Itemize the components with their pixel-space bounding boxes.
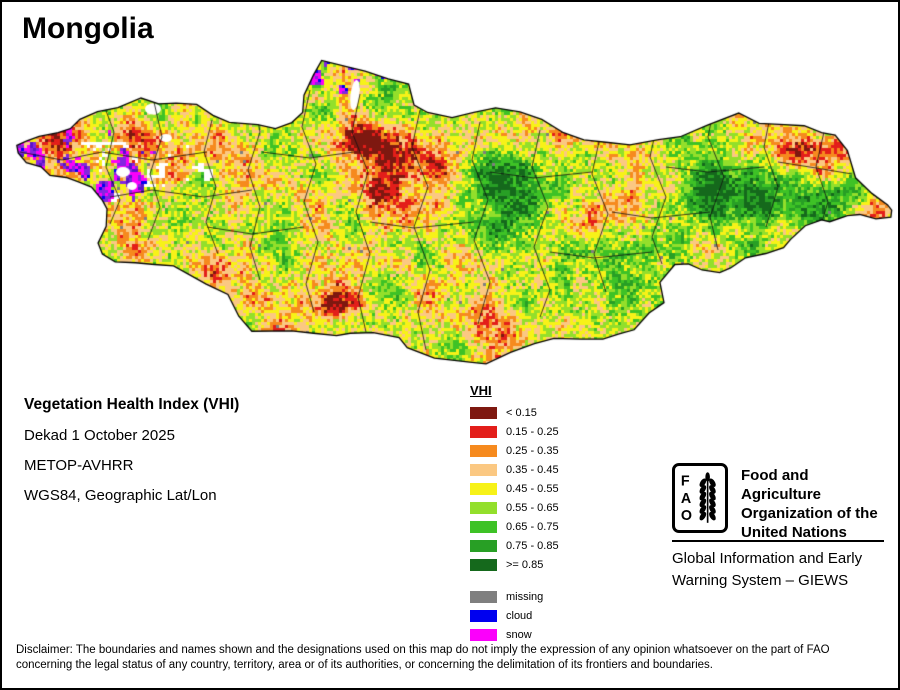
legend-label: 0.65 - 0.75 — [506, 520, 559, 533]
legend-label: missing — [506, 590, 544, 603]
legend-row: >= 0.85 — [470, 555, 559, 574]
fao-org-name: Food and Agriculture Organization of the… — [741, 466, 890, 542]
mongolia-vhi-raster-map — [2, 2, 898, 402]
disclaimer-line: concerning the legal status of any count… — [16, 659, 713, 671]
legend-row: 0.35 - 0.45 — [470, 460, 559, 479]
legend-swatch — [470, 628, 497, 641]
legend-label: cloud — [506, 609, 533, 622]
fao-logo: F A O — [672, 463, 728, 533]
legend-swatch — [470, 590, 497, 603]
fao-letter-f: F — [681, 474, 690, 490]
legend-swatch — [470, 425, 497, 438]
legend-swatch — [470, 463, 497, 476]
legend-class-list: < 0.15 0.15 - 0.25 0.25 - 0.35 0.35 - 0.45 0… — [470, 403, 559, 574]
fao-divider — [672, 540, 884, 542]
legend-row: missing — [470, 587, 559, 606]
fao-letter-o: O — [681, 508, 692, 524]
map-info-block: Vegetation Health Index (VHI) Dekad 1 Oc… — [24, 396, 239, 517]
legend: VHI < 0.15 0.15 - 0.25 0.25 - 0.35 0.35 - 0… — [470, 383, 559, 644]
fao-org-line: Food and Agriculture — [741, 467, 822, 503]
giews-line: Warning System – GIEWS — [672, 572, 849, 589]
fao-wheat-icon: F A O — [681, 472, 716, 524]
vhi-heading: Vegetation Health Index (VHI) — [24, 396, 240, 413]
legend-swatch — [470, 482, 497, 495]
legend-label: 0.55 - 0.65 — [506, 501, 559, 514]
legend-row: < 0.15 — [470, 403, 559, 422]
legend-swatch — [470, 539, 497, 552]
sensor-label: METOP-AVHRR — [24, 457, 134, 474]
legend-title: VHI — [470, 383, 492, 398]
legend-swatch — [470, 444, 497, 457]
legend-label: snow — [506, 628, 532, 641]
fao-org-line: United Nations — [741, 524, 847, 541]
legend-swatch — [470, 501, 497, 514]
legend-swatch — [470, 520, 497, 533]
legend-swatch — [470, 406, 497, 419]
legend-row: 0.55 - 0.65 — [470, 498, 559, 517]
legend-label: 0.15 - 0.25 — [506, 425, 559, 438]
legend-label: 0.75 - 0.85 — [506, 539, 559, 552]
legend-label: >= 0.85 — [506, 558, 544, 571]
legend-row: 0.25 - 0.35 — [470, 441, 559, 460]
fao-letter-a: A — [681, 491, 691, 507]
page-title: Mongolia — [22, 12, 154, 45]
disclaimer-line: Disclaimer: The boundaries and names sho… — [16, 644, 830, 656]
legend-label: 0.35 - 0.45 — [506, 463, 559, 476]
dekad-label: Dekad 1 October 2025 — [24, 427, 175, 444]
legend-label: 0.45 - 0.55 — [506, 482, 559, 495]
fao-org-line: Organization of the — [741, 505, 878, 522]
legend-row: cloud — [470, 606, 559, 625]
legend-row: 0.45 - 0.55 — [470, 479, 559, 498]
projection-label: WGS84, Geographic Lat/Lon — [24, 487, 217, 504]
legend-label: 0.25 - 0.35 — [506, 444, 559, 457]
legend-row: 0.15 - 0.25 — [470, 422, 559, 441]
legend-swatch — [470, 609, 497, 622]
legend-row: snow — [470, 625, 559, 644]
giews-line: Global Information and Early — [672, 550, 863, 567]
legend-row: 0.75 - 0.85 — [470, 536, 559, 555]
disclaimer: Disclaimer: The boundaries and names sho… — [16, 643, 882, 673]
wheat-ear — [699, 472, 716, 523]
giews-label: Global Information and Early Warning Sys… — [672, 548, 862, 592]
legend-swatch — [470, 558, 497, 571]
legend-row: 0.65 - 0.75 — [470, 517, 559, 536]
legend-extra-list: missing cloud snow — [470, 587, 559, 644]
legend-label: < 0.15 — [506, 406, 537, 419]
